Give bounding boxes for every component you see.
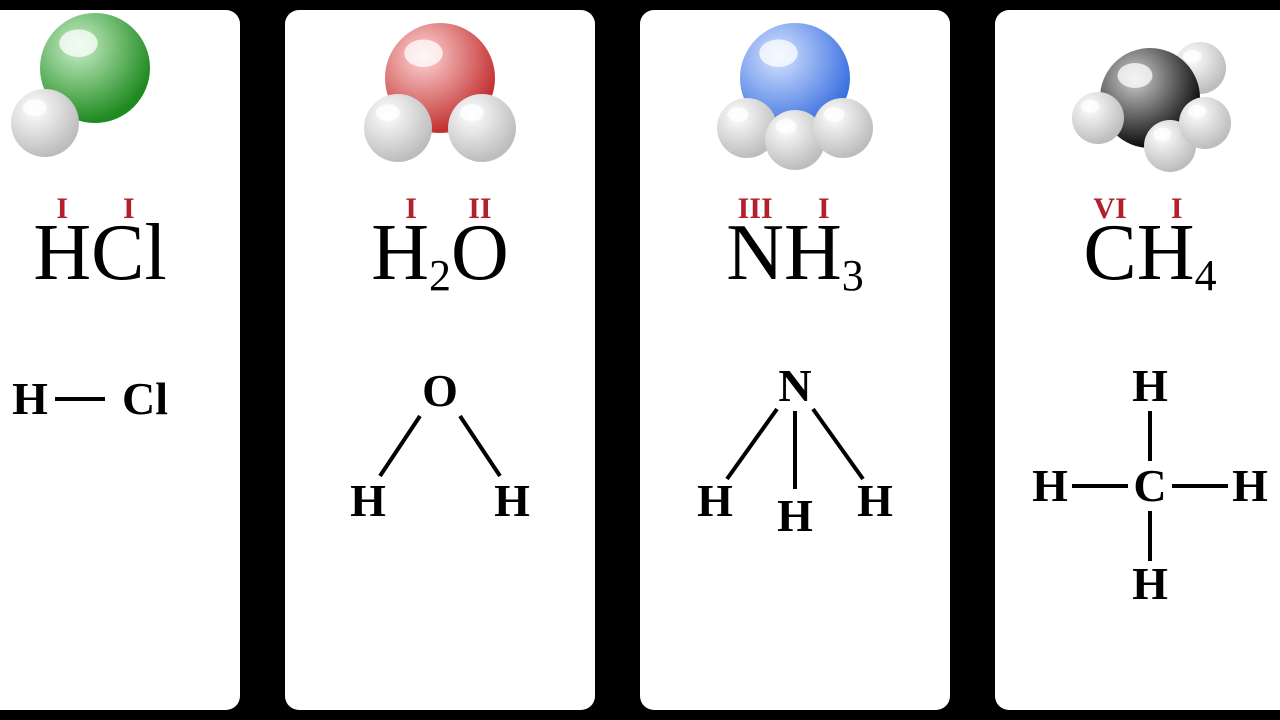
formula-element: IIIN <box>726 208 784 299</box>
formula-ch4: VICIH4 <box>995 208 1280 301</box>
formula-element: IH4 <box>1137 208 1217 301</box>
svg-text:H: H <box>494 475 530 526</box>
model-ch4 <box>1050 28 1250 178</box>
atom-h <box>1072 92 1124 144</box>
svg-text:H: H <box>1132 361 1168 411</box>
formula-element: IH <box>33 208 91 299</box>
card-hcl: IHICl H Cl <box>0 10 240 710</box>
valence-roman: I <box>56 192 68 226</box>
formula-h2o: IH2IIO <box>285 208 595 301</box>
atom-h <box>813 98 873 158</box>
atom-h <box>1179 97 1231 149</box>
formula-element: ICl <box>91 208 167 299</box>
svg-text:H: H <box>1232 460 1268 511</box>
structural-hcl: H Cl <box>0 359 240 439</box>
card-h2o: IH2IIO O H H <box>285 10 595 710</box>
svg-text:H: H <box>857 475 893 526</box>
atom-h <box>11 89 79 157</box>
svg-text:H: H <box>350 475 386 526</box>
valence-roman: I <box>818 192 830 226</box>
valence-roman: I <box>1171 192 1183 226</box>
formula-element: VIC <box>1083 208 1136 299</box>
valence-roman: VI <box>1093 192 1126 226</box>
structural-nh3: N H H H <box>640 361 950 551</box>
valence-roman: I <box>405 192 417 226</box>
atom-h <box>448 94 516 162</box>
svg-text:H: H <box>1032 460 1068 511</box>
structural-h2o: O H H <box>285 361 595 531</box>
structural-ch4: H H C H H <box>995 361 1280 611</box>
model-h2o <box>340 28 540 178</box>
card-ch4: VICIH4 H H C H H <box>995 10 1280 710</box>
formula-element: IH3 <box>784 208 864 301</box>
model-hcl <box>0 28 200 178</box>
svg-text:H: H <box>777 490 813 541</box>
stage: { "layout":{ "card_top":10,"card_height"… <box>0 0 1280 720</box>
valence-roman: III <box>738 192 773 226</box>
svg-text:Cl: Cl <box>122 373 168 424</box>
svg-text:H: H <box>12 373 48 424</box>
atom-h <box>364 94 432 162</box>
svg-text:O: O <box>422 365 458 416</box>
svg-text:H: H <box>1132 558 1168 609</box>
model-nh3 <box>695 28 895 178</box>
svg-text:C: C <box>1133 460 1166 511</box>
formula-element: IH2 <box>371 208 451 301</box>
valence-roman: I <box>123 192 135 226</box>
formula-nh3: IIINIH3 <box>640 208 950 301</box>
card-nh3: IIINIH3 N H H H <box>640 10 950 710</box>
formula-hcl: IHICl <box>0 208 240 299</box>
valence-roman: II <box>468 192 491 226</box>
formula-element: IIO <box>451 208 509 299</box>
svg-text:H: H <box>697 475 733 526</box>
svg-text:N: N <box>778 361 811 411</box>
